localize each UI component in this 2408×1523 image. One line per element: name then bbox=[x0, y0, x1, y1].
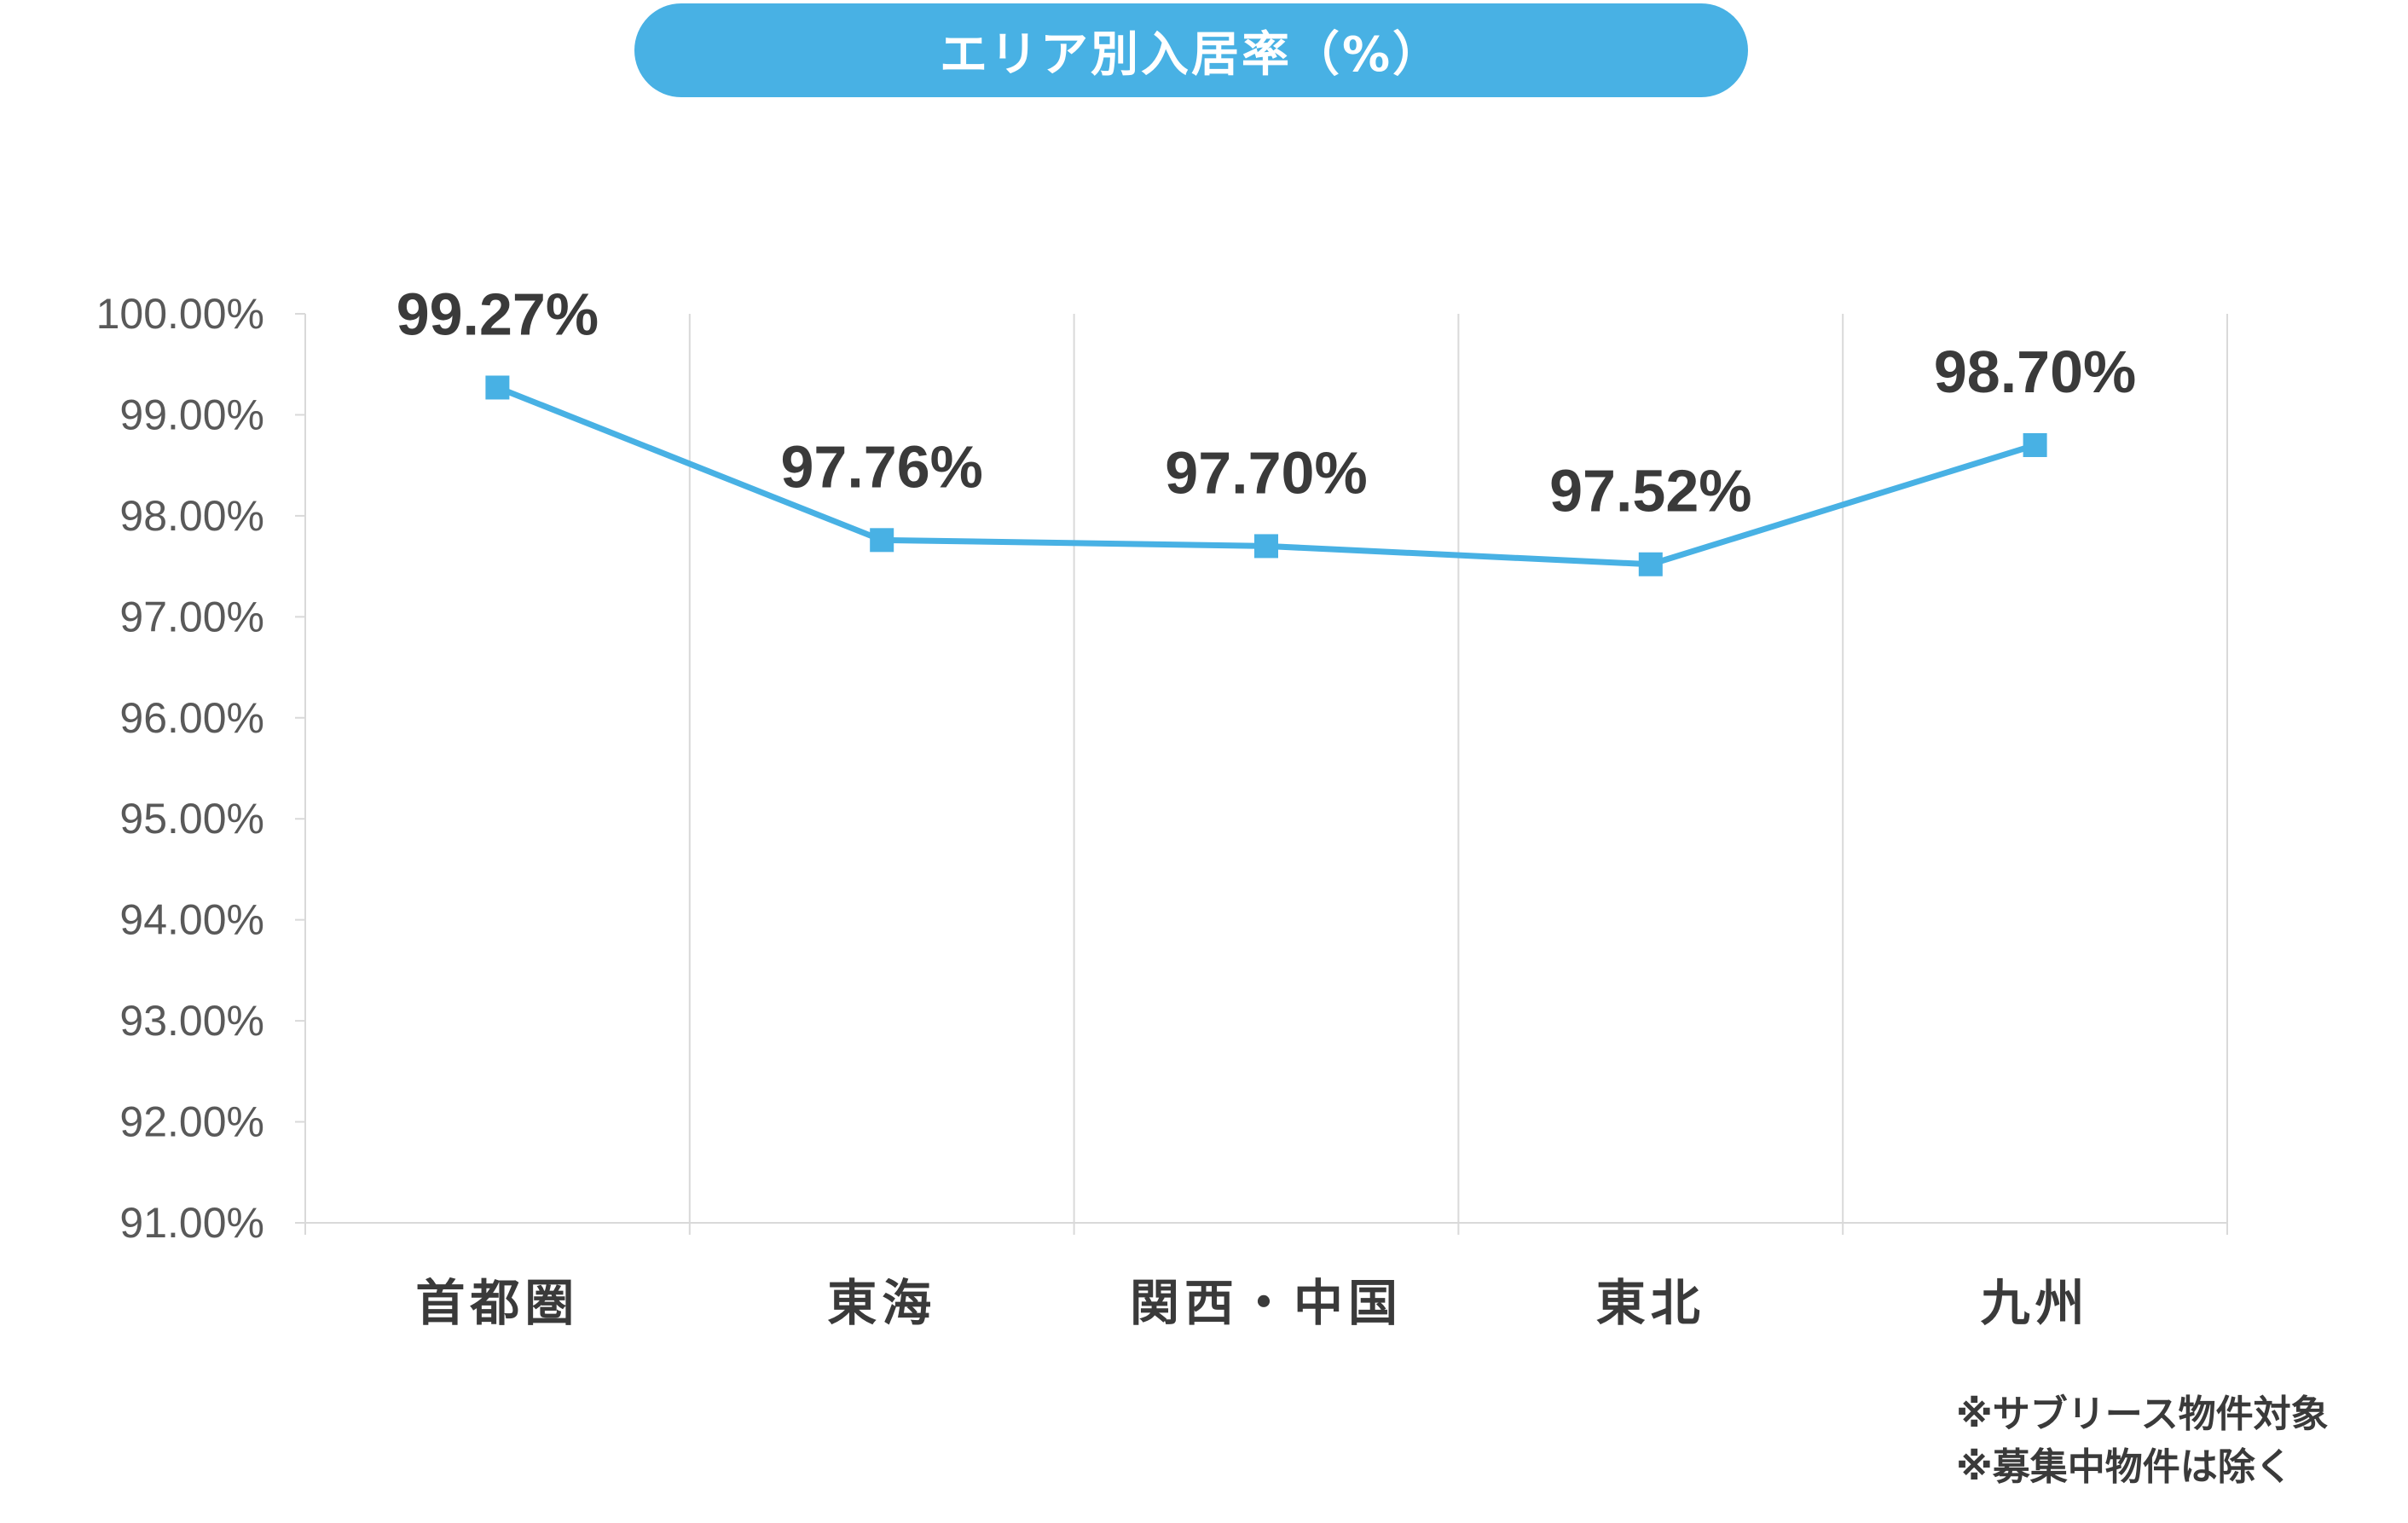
chart-title-banner: エリア別入居率（%） bbox=[634, 3, 1748, 97]
data-point-marker bbox=[1638, 552, 1663, 576]
grid-lines bbox=[295, 313, 2228, 1235]
data-series bbox=[485, 375, 2047, 576]
category-label: 東海 bbox=[827, 1274, 936, 1332]
y-tick-label: 98.00% bbox=[119, 492, 264, 540]
chart-title: エリア別入居率（%） bbox=[939, 26, 1444, 83]
y-tick-label: 91.00% bbox=[119, 1199, 264, 1247]
data-labels: 99.27% 97.76% 97.70% 97.52% 98.70% bbox=[397, 281, 2137, 524]
x-axis-category-labels: 首都圏 東海 関西・中国 東北 九州 bbox=[415, 1274, 2090, 1332]
y-tick-label: 92.00% bbox=[119, 1098, 264, 1146]
category-label: 関西・中国 bbox=[1130, 1274, 1403, 1332]
footnote-vacancy: ※募集中物件は除く bbox=[1956, 1445, 2293, 1489]
y-tick-label: 96.00% bbox=[119, 694, 264, 742]
y-tick-label: 94.00% bbox=[119, 896, 264, 944]
data-point-marker bbox=[2023, 432, 2047, 457]
y-tick-label: 93.00% bbox=[119, 997, 264, 1045]
y-tick-label: 97.00% bbox=[119, 593, 264, 640]
data-label: 97.70% bbox=[1165, 439, 1367, 506]
data-point-marker bbox=[870, 528, 894, 553]
y-tick-label: 100.00% bbox=[96, 290, 264, 338]
y-axis-tick-labels: 100.00% 99.00% 98.00% 97.00% 96.00% 95.00% 94.… bbox=[96, 290, 264, 1247]
data-label: 97.52% bbox=[1549, 458, 1751, 524]
footnotes: ※サブリース物件対象 ※募集中物件は除く bbox=[1956, 1388, 2329, 1494]
data-point-marker bbox=[485, 375, 510, 400]
category-label: 東北 bbox=[1596, 1274, 1705, 1332]
category-label: 首都圏 bbox=[415, 1274, 579, 1332]
y-tick-label: 99.00% bbox=[119, 391, 264, 438]
data-label: 97.76% bbox=[780, 433, 982, 500]
category-label: 九州 bbox=[1981, 1274, 2090, 1332]
data-label: 99.27% bbox=[397, 281, 599, 347]
data-label: 98.70% bbox=[1934, 339, 2136, 405]
y-tick-label: 95.00% bbox=[119, 795, 264, 843]
footnote-sublease: ※サブリース物件対象 bbox=[1956, 1393, 2329, 1436]
data-point-marker bbox=[1254, 534, 1278, 559]
